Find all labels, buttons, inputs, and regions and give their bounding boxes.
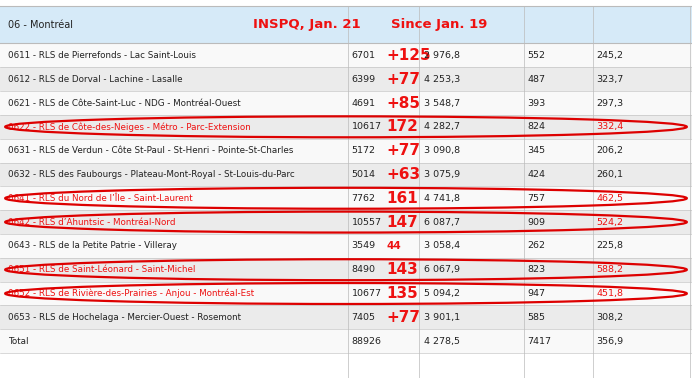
Text: 487: 487 — [527, 75, 545, 84]
Bar — [0, 7, 692, 43]
Bar — [0, 210, 692, 234]
Text: 585: 585 — [527, 313, 545, 322]
Text: +77: +77 — [386, 310, 420, 325]
Text: 0641 - RLS du Nord de l’Île - Saint-Laurent: 0641 - RLS du Nord de l’Île - Saint-Laur… — [8, 194, 193, 203]
Text: 462,5: 462,5 — [597, 194, 623, 203]
Text: 6 087,7: 6 087,7 — [424, 218, 459, 226]
Text: 143: 143 — [386, 262, 418, 277]
Text: 5014: 5014 — [352, 170, 376, 179]
Text: 451,8: 451,8 — [597, 289, 623, 298]
Text: 0612 - RLS de Dorval - Lachine - Lasalle: 0612 - RLS de Dorval - Lachine - Lasalle — [8, 75, 183, 84]
Text: 3 090,8: 3 090,8 — [424, 146, 459, 155]
Text: 0621 - RLS de Côte-Saint-Luc - NDG - Montréal-Ouest: 0621 - RLS de Côte-Saint-Luc - NDG - Mon… — [8, 99, 241, 107]
Bar — [0, 282, 692, 305]
Text: 06 - Montréal: 06 - Montréal — [8, 20, 73, 29]
Bar — [0, 163, 692, 186]
Text: 245,2: 245,2 — [597, 51, 623, 60]
Text: 10557: 10557 — [352, 218, 381, 226]
Text: 3 058,4: 3 058,4 — [424, 242, 459, 250]
Text: +85: +85 — [386, 96, 420, 110]
Bar — [0, 43, 692, 67]
Text: 260,1: 260,1 — [597, 170, 623, 179]
Text: 161: 161 — [386, 191, 418, 206]
Text: 225,8: 225,8 — [597, 242, 623, 250]
Bar — [0, 305, 692, 329]
Text: 4 278,5: 4 278,5 — [424, 337, 459, 345]
Text: +77: +77 — [386, 143, 420, 158]
Bar — [0, 115, 692, 139]
Text: 757: 757 — [527, 194, 545, 203]
Text: 0632 - RLS des Faubourgs - Plateau-Mont-Royal - St-Louis-du-Parc: 0632 - RLS des Faubourgs - Plateau-Mont-… — [8, 170, 295, 179]
Text: 308,2: 308,2 — [597, 313, 623, 322]
Text: 4691: 4691 — [352, 99, 376, 107]
Text: 524,2: 524,2 — [597, 218, 623, 226]
Text: 823: 823 — [527, 265, 545, 274]
Text: 0643 - RLS de la Petite Patrie - Villeray: 0643 - RLS de la Petite Patrie - Villera… — [8, 242, 177, 250]
Text: 824: 824 — [527, 122, 545, 131]
Text: 356,9: 356,9 — [597, 337, 623, 345]
Text: 10677: 10677 — [352, 289, 381, 298]
Text: 0653 - RLS de Hochelaga - Mercier-Ouest - Rosemont: 0653 - RLS de Hochelaga - Mercier-Ouest … — [8, 313, 242, 322]
Text: 0631 - RLS de Verdun - Côte St-Paul - St-Henri - Pointe-St-Charles: 0631 - RLS de Verdun - Côte St-Paul - St… — [8, 146, 293, 155]
Text: +63: +63 — [386, 167, 420, 182]
Text: 0622 - RLS de Côte-des-Neiges - Métro - Parc-Extension: 0622 - RLS de Côte-des-Neiges - Métro - … — [8, 122, 251, 132]
Bar — [0, 234, 692, 258]
Text: 88926: 88926 — [352, 337, 381, 345]
Bar — [0, 91, 692, 115]
Text: 8490: 8490 — [352, 265, 376, 274]
Bar — [0, 139, 692, 163]
Text: Since Jan. 19: Since Jan. 19 — [391, 18, 487, 31]
Text: 5172: 5172 — [352, 146, 376, 155]
Text: 0651 - RLS de Saint-Léonard - Saint-Michel: 0651 - RLS de Saint-Léonard - Saint-Mich… — [8, 265, 196, 274]
Text: 424: 424 — [527, 170, 545, 179]
Bar — [0, 329, 692, 353]
Text: 262: 262 — [527, 242, 545, 250]
Text: 135: 135 — [386, 286, 418, 301]
Text: 0642 - RLS d’Ahuntsic - Montréal-Nord: 0642 - RLS d’Ahuntsic - Montréal-Nord — [8, 218, 176, 226]
Text: 147: 147 — [386, 215, 418, 229]
Text: INSPQ, Jan. 21: INSPQ, Jan. 21 — [253, 18, 361, 31]
Text: 552: 552 — [527, 51, 545, 60]
Text: +125: +125 — [386, 48, 430, 63]
Text: 0611 - RLS de Pierrefonds - Lac Saint-Louis: 0611 - RLS de Pierrefonds - Lac Saint-Lo… — [8, 51, 197, 60]
Bar — [0, 186, 692, 210]
Text: 323,7: 323,7 — [597, 75, 623, 84]
Text: 4 282,7: 4 282,7 — [424, 122, 459, 131]
Text: 172: 172 — [386, 119, 418, 134]
Text: 588,2: 588,2 — [597, 265, 623, 274]
Text: 0652 - RLS de Rivière-des-Prairies - Anjou - Montréal-Est: 0652 - RLS de Rivière-des-Prairies - Anj… — [8, 289, 255, 298]
Text: 2 976,8: 2 976,8 — [424, 51, 459, 60]
Text: 3 901,1: 3 901,1 — [424, 313, 459, 322]
Text: 6399: 6399 — [352, 75, 376, 84]
Text: 4 253,3: 4 253,3 — [424, 75, 459, 84]
Bar — [0, 67, 692, 91]
Text: 332,4: 332,4 — [597, 122, 623, 131]
Text: 6701: 6701 — [352, 51, 376, 60]
Text: 3 548,7: 3 548,7 — [424, 99, 459, 107]
Text: 393: 393 — [527, 99, 545, 107]
Text: 345: 345 — [527, 146, 545, 155]
Text: Total: Total — [8, 337, 29, 345]
Text: 5 094,2: 5 094,2 — [424, 289, 459, 298]
Text: 947: 947 — [527, 289, 545, 298]
Text: +77: +77 — [386, 72, 420, 87]
Text: 3 075,9: 3 075,9 — [424, 170, 459, 179]
Text: 909: 909 — [527, 218, 545, 226]
Text: 297,3: 297,3 — [597, 99, 623, 107]
Text: 206,2: 206,2 — [597, 146, 623, 155]
Bar — [0, 258, 692, 282]
Text: 4 741,8: 4 741,8 — [424, 194, 459, 203]
Text: 6 067,9: 6 067,9 — [424, 265, 459, 274]
Text: 7762: 7762 — [352, 194, 376, 203]
Text: 44: 44 — [386, 241, 401, 251]
Text: 7417: 7417 — [527, 337, 552, 345]
Text: 7405: 7405 — [352, 313, 376, 322]
Text: 10617: 10617 — [352, 122, 381, 131]
Text: 3549: 3549 — [352, 242, 376, 250]
